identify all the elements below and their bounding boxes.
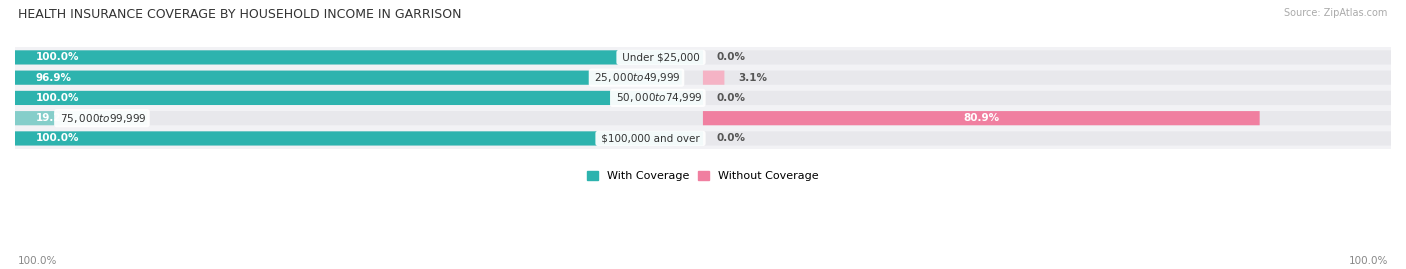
FancyBboxPatch shape: [703, 111, 1260, 125]
Text: Source: ZipAtlas.com: Source: ZipAtlas.com: [1284, 8, 1388, 18]
FancyBboxPatch shape: [703, 70, 724, 85]
Text: $50,000 to $74,999: $50,000 to $74,999: [613, 91, 703, 104]
FancyBboxPatch shape: [10, 33, 1396, 82]
FancyBboxPatch shape: [10, 74, 1396, 122]
FancyBboxPatch shape: [15, 70, 703, 85]
FancyBboxPatch shape: [10, 53, 1396, 102]
FancyBboxPatch shape: [703, 50, 1391, 65]
FancyBboxPatch shape: [15, 50, 703, 65]
FancyBboxPatch shape: [15, 91, 703, 105]
Text: Under $25,000: Under $25,000: [619, 52, 703, 62]
FancyBboxPatch shape: [15, 70, 682, 85]
Text: 0.0%: 0.0%: [717, 93, 745, 103]
Text: 100.0%: 100.0%: [1348, 256, 1388, 266]
Text: 3.1%: 3.1%: [738, 73, 768, 83]
FancyBboxPatch shape: [703, 111, 1391, 125]
Text: $75,000 to $99,999: $75,000 to $99,999: [56, 112, 148, 125]
FancyBboxPatch shape: [15, 111, 703, 125]
Text: HEALTH INSURANCE COVERAGE BY HOUSEHOLD INCOME IN GARRISON: HEALTH INSURANCE COVERAGE BY HOUSEHOLD I…: [18, 8, 461, 21]
FancyBboxPatch shape: [703, 131, 1391, 146]
Text: 100.0%: 100.0%: [35, 93, 79, 103]
Text: 80.9%: 80.9%: [963, 113, 1000, 123]
FancyBboxPatch shape: [703, 91, 1391, 105]
Text: 0.0%: 0.0%: [717, 52, 745, 62]
Text: 100.0%: 100.0%: [18, 256, 58, 266]
Text: 96.9%: 96.9%: [35, 73, 72, 83]
FancyBboxPatch shape: [15, 131, 703, 146]
Text: 0.0%: 0.0%: [717, 133, 745, 143]
Text: $100,000 and over: $100,000 and over: [598, 133, 703, 143]
Text: 19.2%: 19.2%: [35, 113, 72, 123]
Legend: With Coverage, Without Coverage: With Coverage, Without Coverage: [588, 171, 818, 182]
Text: 100.0%: 100.0%: [35, 52, 79, 62]
FancyBboxPatch shape: [15, 131, 703, 146]
FancyBboxPatch shape: [10, 114, 1396, 163]
FancyBboxPatch shape: [10, 94, 1396, 143]
Text: $25,000 to $49,999: $25,000 to $49,999: [592, 71, 682, 84]
Text: 100.0%: 100.0%: [35, 133, 79, 143]
FancyBboxPatch shape: [703, 70, 1391, 85]
FancyBboxPatch shape: [15, 111, 148, 125]
FancyBboxPatch shape: [15, 91, 703, 105]
FancyBboxPatch shape: [15, 50, 703, 65]
